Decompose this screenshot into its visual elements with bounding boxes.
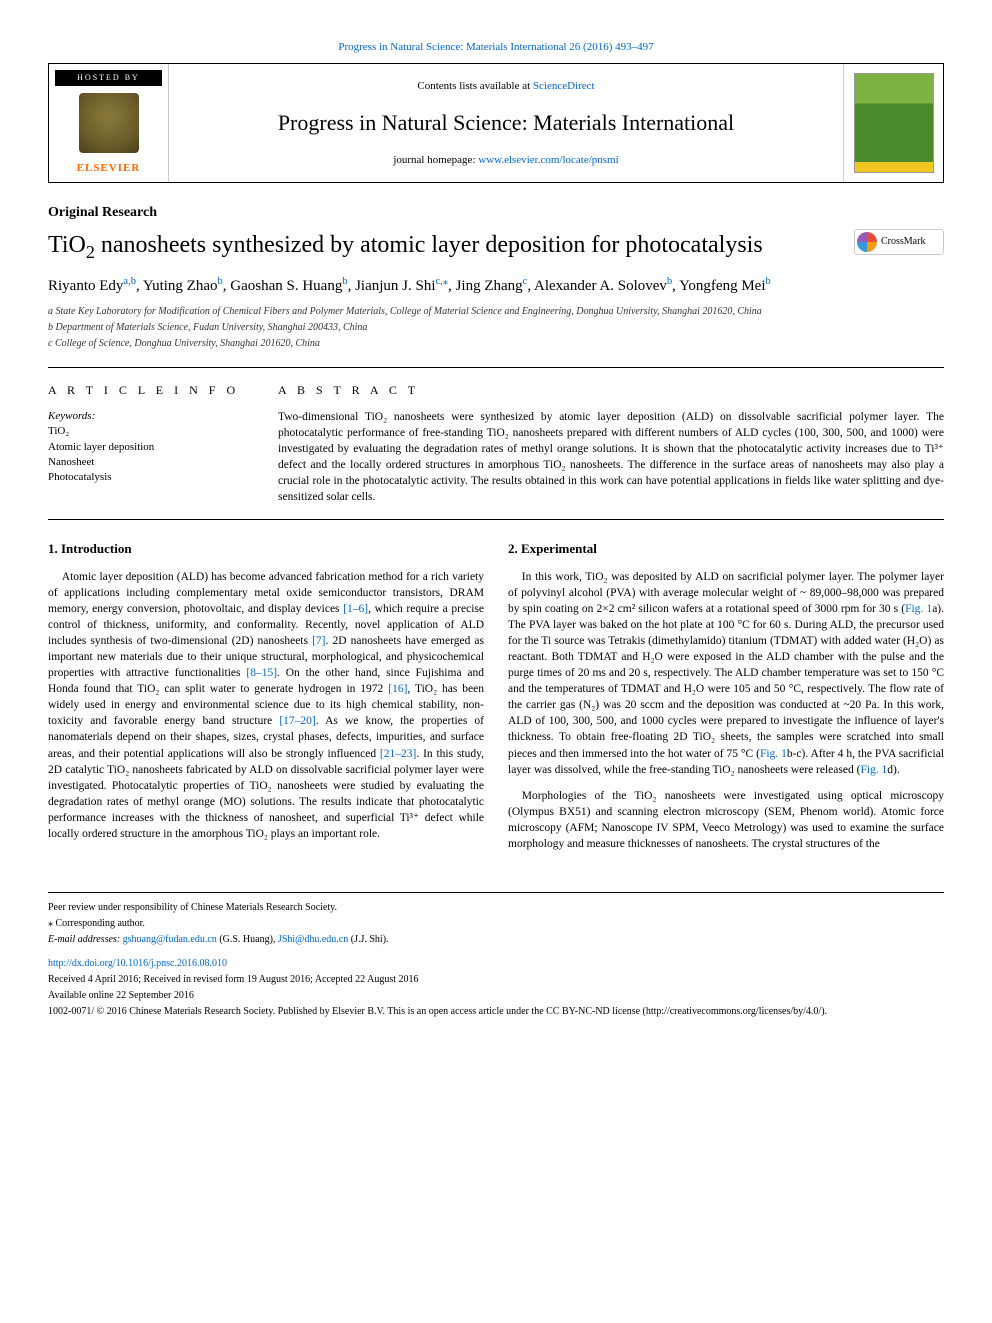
s2p1d: d).	[887, 764, 899, 776]
article-title: TiO2 nanosheets synthesized by atomic la…	[48, 229, 854, 265]
author-2: Yuting Zhao	[143, 278, 218, 294]
footer-block: Peer review under responsibility of Chin…	[48, 892, 944, 1019]
crossmark-label: CrossMark	[881, 235, 925, 249]
author-4: Jianjun J. Shi	[355, 278, 435, 294]
crossmark-button[interactable]: CrossMark	[854, 229, 944, 255]
fig-1bc-link[interactable]: Fig. 1	[760, 748, 787, 760]
cover-block	[843, 64, 943, 182]
page: Progress in Natural Science: Materials I…	[0, 0, 992, 1061]
author-4-corr[interactable]: ⁎	[443, 276, 448, 287]
elsevier-wordmark: ELSEVIER	[77, 161, 141, 176]
crossmark-icon	[857, 232, 877, 252]
author-7-aff[interactable]: b	[766, 276, 771, 287]
contents-prefix: Contents lists available at	[417, 80, 532, 92]
title-post: nanosheets synthesized by atomic layer d…	[95, 232, 763, 258]
title-row: TiO2 nanosheets synthesized by atomic la…	[48, 229, 944, 275]
authors-list: Riyanto Edya,b, Yuting Zhaob, Gaoshan S.…	[48, 275, 944, 297]
article-type: Original Research	[48, 203, 944, 223]
email-2-name: (J.J. Shi).	[348, 934, 388, 945]
s2p1a: In this work, TiO₂ was deposited by ALD …	[508, 571, 944, 615]
author-4-aff[interactable]: c,	[436, 276, 443, 287]
publisher-block: HOSTED BY ELSEVIER	[49, 64, 169, 182]
author-2-aff[interactable]: b	[218, 276, 223, 287]
fig-1d-link[interactable]: Fig. 1	[860, 764, 887, 776]
available-line: Available online 22 September 2016	[48, 989, 944, 1003]
affiliation-a: a State Key Laboratory for Modification …	[48, 305, 944, 319]
author-3: Gaoshan S. Huang	[230, 278, 342, 294]
title-pre: TiO	[48, 232, 86, 258]
s2p1b: a). The PVA layer was baked on the hot p…	[508, 603, 944, 760]
citation-link[interactable]: Progress in Natural Science: Materials I…	[338, 41, 653, 53]
ref-21-23[interactable]: [21–23]	[380, 748, 416, 760]
sciencedirect-link[interactable]: ScienceDirect	[533, 80, 595, 92]
article-info-head: A R T I C L E I N F O	[48, 382, 248, 399]
author-5: Jing Zhang	[456, 278, 523, 294]
ref-16[interactable]: [16]	[388, 683, 407, 695]
author-6-aff[interactable]: b	[667, 276, 672, 287]
abstract-text: Two-dimensional TiO₂ nanosheets were syn…	[278, 409, 944, 506]
copyright-line: 1002-0071/ © 2016 Chinese Materials Rese…	[48, 1005, 944, 1019]
ref-7[interactable]: [7]	[312, 635, 325, 647]
homepage-prefix: journal homepage:	[393, 154, 478, 166]
affiliation-b: b Department of Materials Science, Fudan…	[48, 321, 944, 335]
keyword-2: Atomic layer deposition	[48, 440, 248, 455]
info-abstract-block: A R T I C L E I N F O Keywords: TiO₂ Ato…	[48, 367, 944, 520]
elsevier-logo-icon	[79, 93, 139, 153]
body-col-right: 2. Experimental In this work, TiO₂ was d…	[508, 540, 944, 862]
section-1-head: 1. Introduction	[48, 540, 484, 558]
corresponding-note: ⁎ Corresponding author.	[48, 917, 944, 931]
author-1: Riyanto Edy	[48, 278, 123, 294]
section-2-head: 2. Experimental	[508, 540, 944, 558]
keyword-4: Photocatalysis	[48, 470, 248, 485]
homepage-link[interactable]: www.elsevier.com/locate/pnsmi	[478, 154, 618, 166]
citation-line: Progress in Natural Science: Materials I…	[48, 40, 944, 55]
title-sub: 2	[86, 242, 95, 262]
section-1-para-1: Atomic layer deposition (ALD) has become…	[48, 569, 484, 843]
header-center: Contents lists available at ScienceDirec…	[169, 64, 843, 182]
ref-17-20[interactable]: [17–20]	[279, 715, 315, 727]
email-1-name: (G.S. Huang),	[217, 934, 278, 945]
body-columns: 1. Introduction Atomic layer deposition …	[48, 540, 944, 862]
author-1-aff[interactable]: a,b	[123, 276, 136, 287]
author-3-aff[interactable]: b	[342, 276, 347, 287]
abstract-col: A B S T R A C T Two-dimensional TiO₂ nan…	[278, 382, 944, 505]
article-info-col: A R T I C L E I N F O Keywords: TiO₂ Ato…	[48, 382, 248, 505]
journal-header: HOSTED BY ELSEVIER Contents lists availa…	[48, 63, 944, 183]
hosted-by-label: HOSTED BY	[55, 70, 162, 85]
author-6: Alexander A. Solovev	[534, 278, 667, 294]
journal-name: Progress in Natural Science: Materials I…	[179, 108, 833, 139]
s1p1g: . In this study, 2D catalytic TiO₂ nanos…	[48, 748, 484, 840]
received-line: Received 4 April 2016; Received in revis…	[48, 973, 944, 987]
keyword-1: TiO₂	[48, 424, 248, 439]
contents-line: Contents lists available at ScienceDirec…	[179, 79, 833, 94]
keywords-label: Keywords:	[48, 409, 248, 424]
email-2-link[interactable]: JShi@dhu.edu.cn	[278, 934, 348, 945]
email-label: E-mail addresses:	[48, 934, 123, 945]
abstract-head: A B S T R A C T	[278, 382, 944, 399]
email-1-link[interactable]: gshuang@fudan.edu.cn	[123, 934, 217, 945]
section-2-para-1: In this work, TiO₂ was deposited by ALD …	[508, 569, 944, 778]
doi-link[interactable]: http://dx.doi.org/10.1016/j.pnsc.2016.08…	[48, 958, 227, 969]
section-2-para-2: Morphologies of the TiO₂ nanosheets were…	[508, 788, 944, 852]
email-line: E-mail addresses: gshuang@fudan.edu.cn (…	[48, 933, 944, 947]
author-5-aff[interactable]: c	[523, 276, 528, 287]
body-col-left: 1. Introduction Atomic layer deposition …	[48, 540, 484, 862]
fig-1a-link[interactable]: Fig. 1	[905, 603, 932, 615]
homepage-line: journal homepage: www.elsevier.com/locat…	[179, 153, 833, 168]
keyword-3: Nanosheet	[48, 455, 248, 470]
journal-cover-icon	[854, 73, 934, 173]
ref-1-6[interactable]: [1–6]	[343, 603, 368, 615]
affiliation-c: c College of Science, Donghua University…	[48, 337, 944, 351]
peer-review-note: Peer review under responsibility of Chin…	[48, 901, 944, 915]
ref-8-15[interactable]: [8–15]	[246, 667, 277, 679]
author-7: Yongfeng Mei	[679, 278, 765, 294]
